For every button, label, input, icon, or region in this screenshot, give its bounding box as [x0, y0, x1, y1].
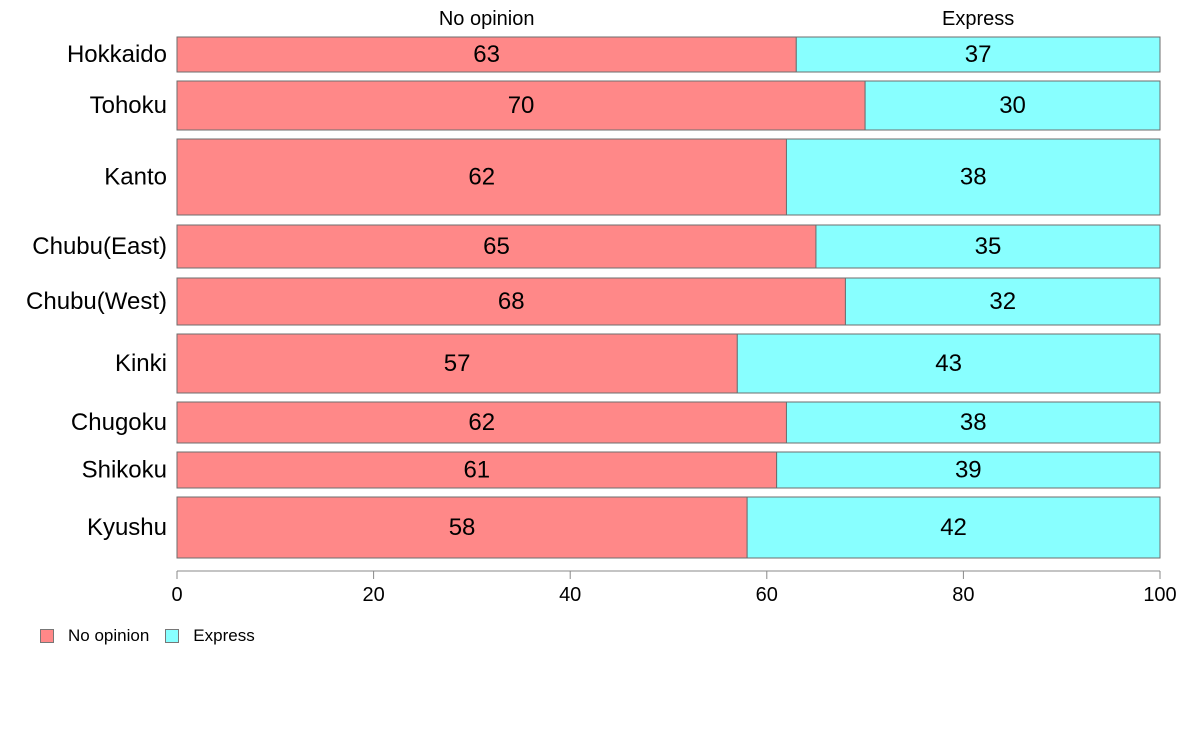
bar-kanto-express	[785, 138, 1161, 216]
x-tick-label-60: 60	[756, 584, 778, 606]
bar-kanto-no-opinion	[176, 138, 787, 216]
bar-kinki-no-opinion	[176, 333, 738, 394]
bars: 63 37 70 30 62 38 65 35 68 32 57 43 62 38 61 39 58 42	[176, 36, 1161, 559]
data-label-kanto-express: 38	[960, 164, 987, 191]
data-label-shikoku-express: 39	[955, 457, 982, 484]
data-label-chubu-east-express: 35	[975, 233, 1002, 260]
x-tick-label-100: 100	[1143, 584, 1176, 606]
bar-chugoku-express	[785, 401, 1161, 444]
data-label-hokkaido-express: 37	[965, 41, 992, 68]
bar-kyushu-no-opinion	[176, 496, 748, 559]
legend-swatch-express	[165, 629, 180, 643]
data-label-chugoku-express: 38	[960, 409, 987, 436]
bar-chubu-east-express	[815, 224, 1161, 269]
data-label-kinki-no-opinion: 57	[444, 350, 471, 377]
bar-chubu-west-express	[844, 277, 1161, 326]
data-label-kyushu-express: 42	[940, 514, 967, 541]
data-label-shikoku-no-opinion: 61	[463, 457, 490, 484]
x-tick-label-0: 0	[171, 584, 182, 606]
bar-chubu-east-no-opinion	[176, 224, 817, 269]
data-label-chubu-west-no-opinion: 68	[498, 288, 525, 315]
legend-label-express: Express	[193, 626, 255, 645]
data-label-kanto-no-opinion: 62	[468, 164, 495, 191]
data-label-chubu-west-express: 32	[989, 288, 1016, 315]
data-label-hokkaido-no-opinion: 63	[473, 41, 500, 68]
legend-item-no-opinion: No opinion	[40, 626, 149, 646]
legend-swatch-no-opinion	[40, 629, 54, 643]
bar-hokkaido-express	[795, 36, 1161, 73]
data-label-tohoku-express: 30	[999, 92, 1026, 119]
bar-shikoku-express	[776, 451, 1161, 489]
x-axis: 0 20 40 60 80 100	[171, 570, 1177, 606]
top-label-express: Express	[942, 8, 1014, 30]
x-tick-label-40: 40	[559, 584, 581, 606]
y-label-kinki: Kinki	[115, 350, 167, 377]
top-label-no-opinion: No opinion	[439, 8, 535, 30]
bar-chubu-west-no-opinion	[176, 277, 846, 326]
y-label-chugoku: Chugoku	[71, 409, 167, 436]
bar-kinki-express	[736, 333, 1161, 394]
y-label-hokkaido: Hokkaido	[67, 41, 167, 68]
y-label-tohoku: Tohoku	[90, 92, 167, 119]
bar-tohoku-express	[864, 80, 1161, 131]
legend: No opinion Express	[40, 626, 271, 646]
y-label-shikoku: Shikoku	[82, 457, 167, 484]
top-labels: No opinion Express	[439, 8, 1014, 30]
legend-label-no-opinion: No opinion	[68, 626, 150, 645]
y-label-chubu-east: Chubu(East)	[32, 233, 167, 260]
data-label-kyushu-no-opinion: 58	[449, 514, 476, 541]
data-label-tohoku-no-opinion: 70	[508, 92, 535, 119]
bar-tohoku-no-opinion	[176, 80, 866, 131]
x-tick-label-80: 80	[952, 584, 974, 606]
x-tick-label-20: 20	[362, 584, 384, 606]
bar-kyushu-express	[746, 496, 1161, 559]
legend-item-express: Express	[165, 626, 255, 646]
y-label-kanto: Kanto	[104, 164, 167, 191]
y-label-chubu-west: Chubu(West)	[26, 288, 167, 315]
y-axis-labels: Hokkaido Tohoku Kanto Chubu(East) Chubu(West…	[26, 41, 167, 541]
data-label-chugoku-no-opinion: 62	[468, 409, 495, 436]
data-label-chubu-east-no-opinion: 65	[483, 233, 510, 260]
data-label-kinki-express: 43	[935, 350, 962, 377]
bar-hokkaido-no-opinion	[176, 36, 797, 73]
y-label-kyushu: Kyushu	[87, 514, 167, 541]
